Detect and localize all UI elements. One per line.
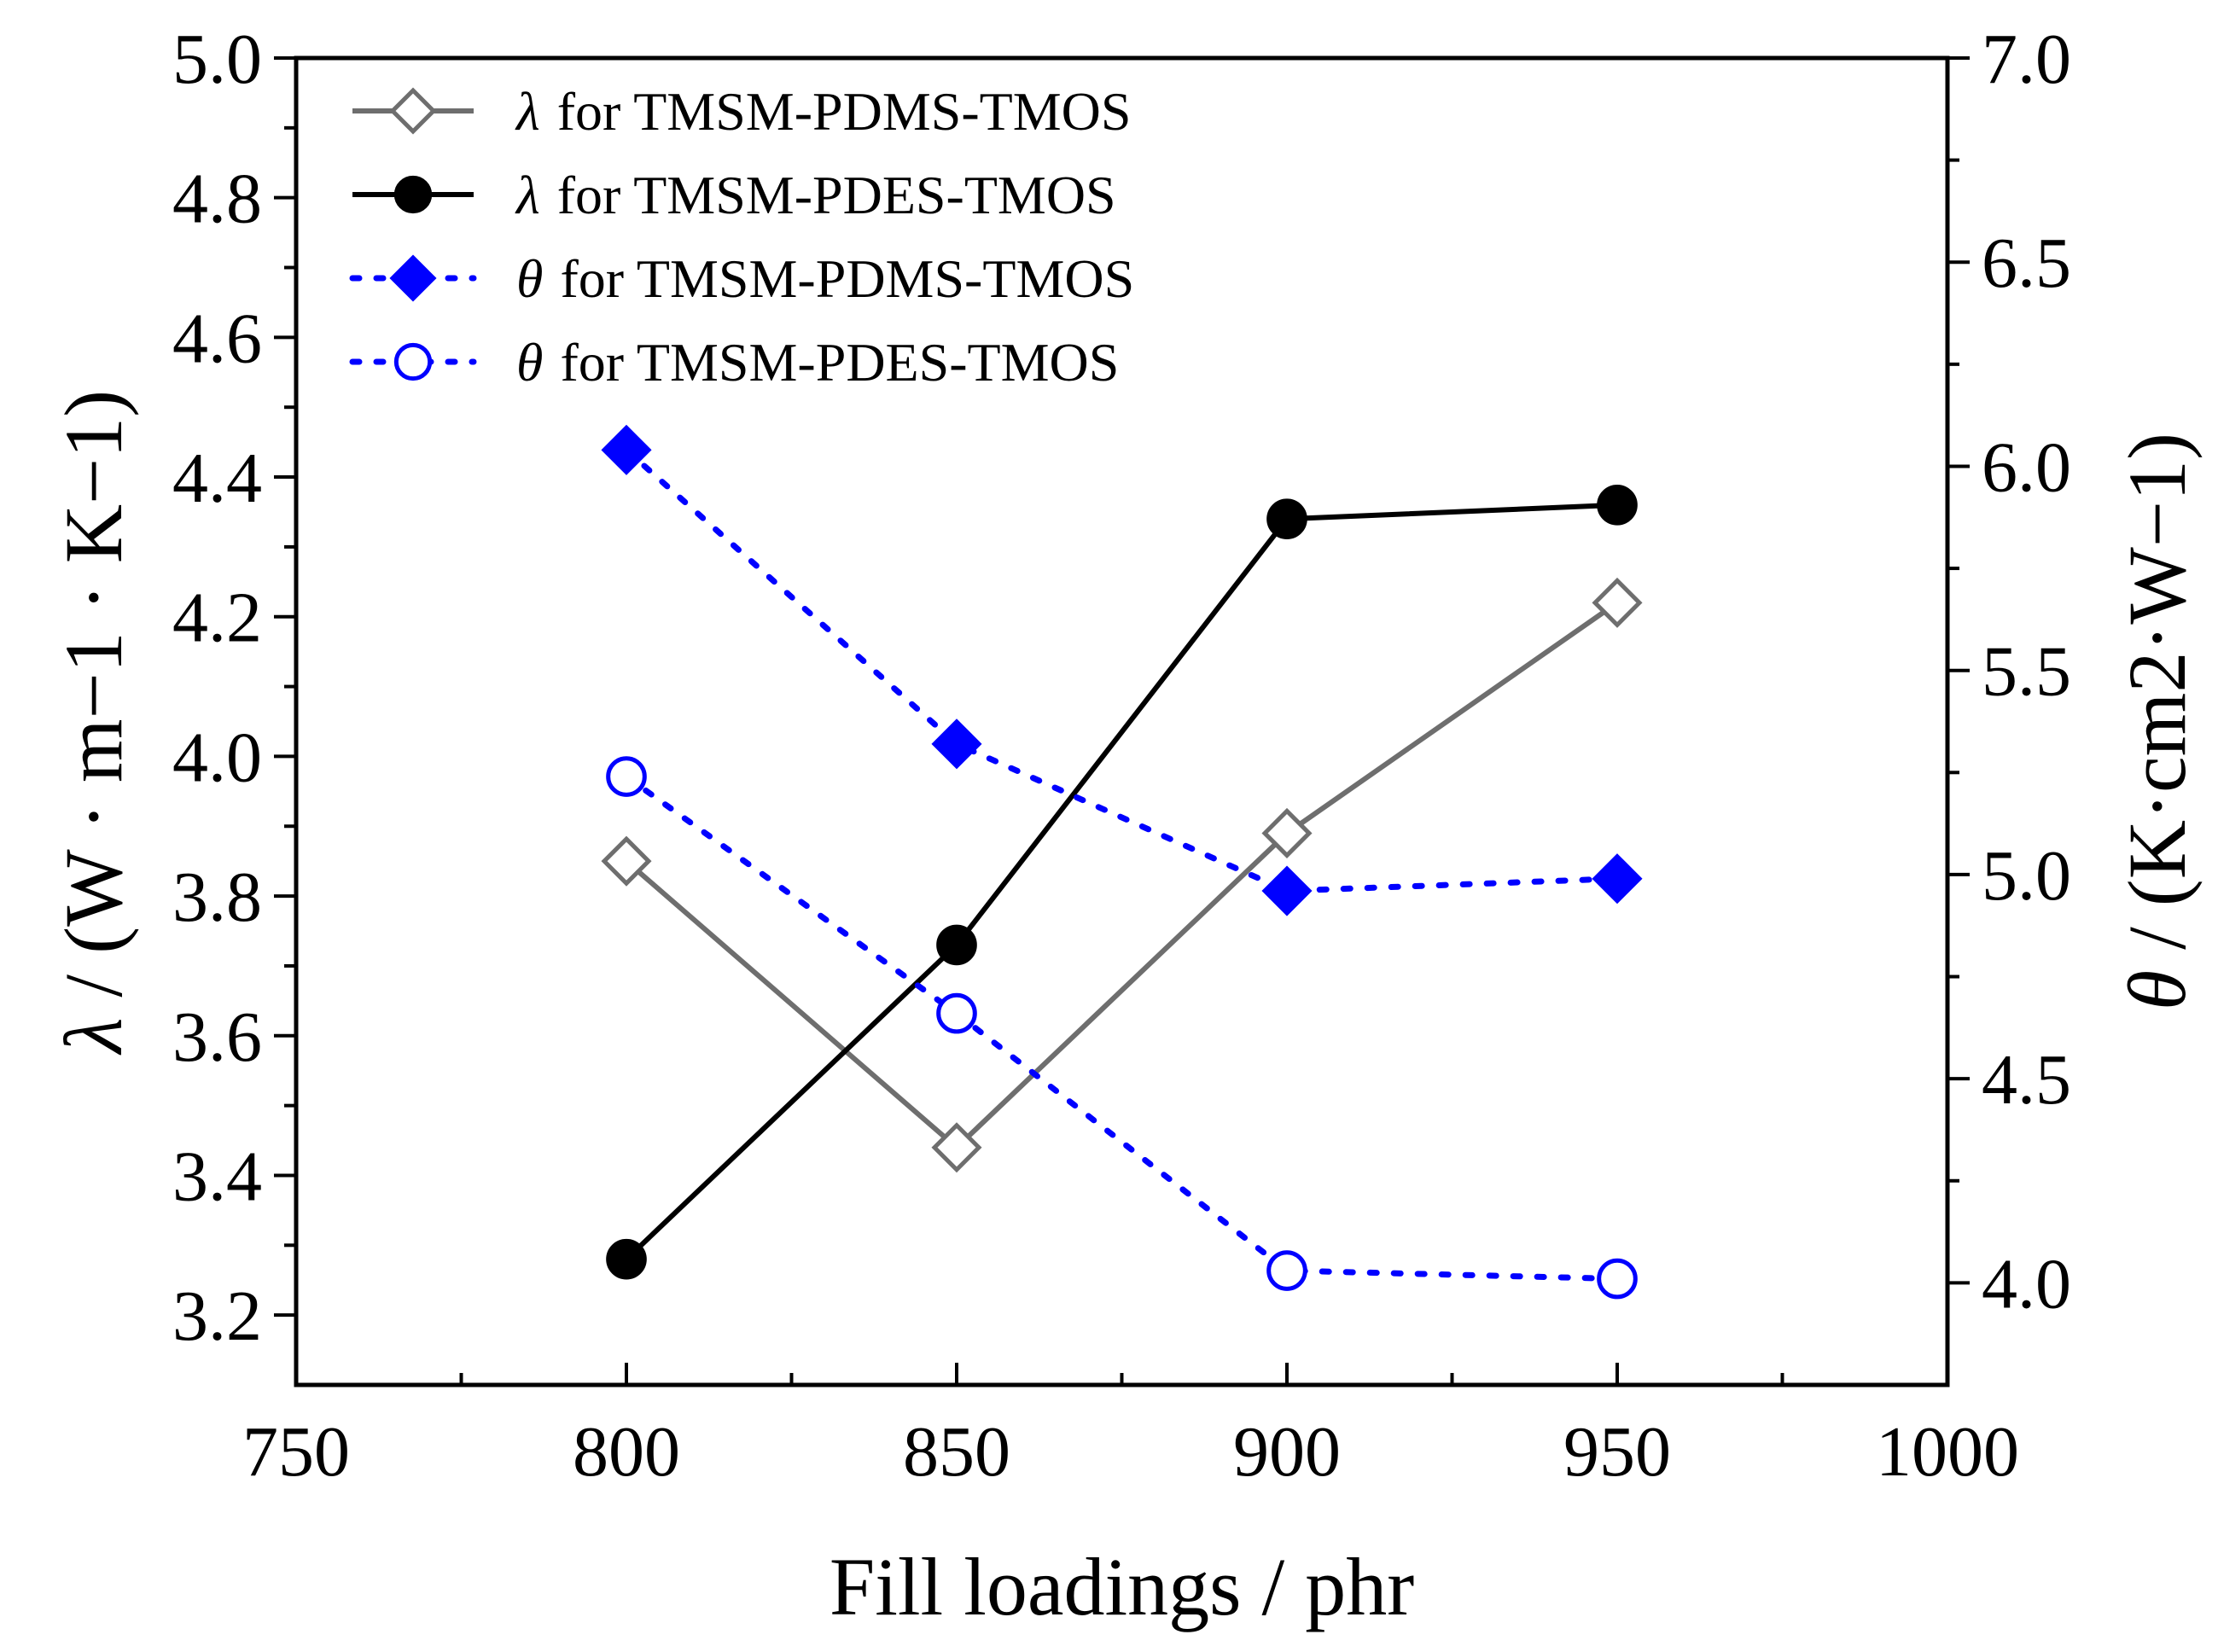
legend-item: λ for TMSM-PDMS-TMOS [352,81,1131,142]
legend-series-name: for TMSM-PDMS-TMOS [557,81,1132,142]
data-point [393,342,433,381]
data-point [1597,484,1638,526]
x-tick-label: 750 [242,1412,350,1492]
right-y-tick-label: 6.5 [1982,224,2071,303]
left-y-tick-label: 3.2 [172,1277,262,1356]
left-y-tick-label: 4.0 [172,718,262,797]
data-point [389,254,437,302]
legend-symbol: λ [515,81,540,142]
data-point [389,87,437,135]
series-line [623,773,1621,1283]
data-point [936,924,977,966]
right-y-axis-unit: / (K·cm2·W−1) [2111,433,2203,970]
x-axis-ticks: 750 800 850 900 950 1000 [242,1363,2019,1492]
series-line [623,446,1621,894]
x-tick-label: 1000 [1876,1412,2019,1492]
data-point [1266,498,1307,539]
right-y-tick-label: 5.0 [1982,836,2071,916]
legend-label: θ for TMSM-PDES-TMOS [516,332,1119,393]
legend-symbol: λ [515,165,540,225]
legend-symbol: θ [516,248,543,309]
legend-symbol: θ [516,332,543,393]
left-y-tick-label: 3.8 [172,858,262,937]
left-y-tick-label: 4.2 [172,579,262,658]
data-point [1592,853,1643,905]
x-tick-label: 850 [903,1412,1010,1492]
data-point [1592,577,1643,628]
right-y-tick-label: 4.5 [1982,1040,2071,1120]
legend-label: θ for TMSM-PDMS-TMOS [516,248,1134,309]
left-y-tick-label: 4.8 [172,160,262,239]
data-point [1261,807,1313,858]
series-line [625,600,1619,1151]
right-y-tick-label: 5.5 [1982,632,2071,712]
left-y-tick-label: 5.0 [172,20,262,99]
x-tick-label: 800 [573,1412,680,1492]
data-point [1261,865,1313,916]
data-point [393,175,433,214]
data-point [1266,1250,1307,1291]
x-tick-label: 900 [1233,1412,1341,1492]
legend-item: θ for TMSM-PDES-TMOS [349,332,1119,393]
right-y-tick-label: 7.0 [1982,20,2071,99]
left-y-tick-label: 3.6 [172,998,262,1077]
right-y-tick-label: 4.0 [1982,1244,2071,1323]
legend-label: λ for TMSM-PDES-TMOS [515,165,1116,225]
legend-item: λ for TMSM-PDES-TMOS [352,165,1116,225]
series-line [624,502,1618,1261]
data-point [931,1122,982,1173]
right-y-axis-title: θ / (K·cm2·W−1) [2111,433,2203,1010]
legend-item: θ for TMSM-PDMS-TMOS [349,248,1134,309]
legend-series-name: for TMSM-PDMS-TMOS [560,248,1134,309]
data-point [606,1238,647,1280]
left-y-axis-ticks: 3.2 3.4 3.6 3.8 4.0 4.2 4.4 4.6 4.8 5.0 [172,20,296,1356]
data-point [606,756,647,797]
x-axis-title: Fill loadings / phr [830,1541,1414,1632]
left-y-axis-unit: / (W · m−1 · K−1) [48,390,139,1018]
series-layer [601,424,1643,1300]
right-y-tick-label: 6.0 [1982,428,2071,507]
x-tick-label: 950 [1563,1412,1671,1492]
series-2 [606,484,1638,1280]
data-point [1597,1258,1638,1300]
series-3 [601,424,1643,916]
left-y-axis-title: λ / (W · m−1 · K−1) [48,390,139,1056]
left-y-tick-label: 4.4 [172,439,262,518]
legend-series-name: for TMSM-PDES-TMOS [560,332,1119,393]
legend-series-name: for TMSM-PDES-TMOS [557,165,1116,225]
data-point [601,424,652,475]
legend-label: λ for TMSM-PDMS-TMOS [515,81,1131,142]
series-1 [601,577,1643,1173]
data-point [931,718,982,770]
left-y-tick-label: 3.4 [172,1137,262,1216]
left-y-tick-label: 4.6 [172,299,262,378]
right-y-axis-symbol: θ [2111,970,2203,1010]
right-y-axis-ticks: 4.0 4.5 5.0 5.5 6.0 6.5 7.0 [1947,20,2071,1323]
left-y-axis-symbol: λ [48,1018,139,1056]
data-point [936,992,977,1034]
data-point [601,835,652,887]
series-4 [606,756,1638,1300]
